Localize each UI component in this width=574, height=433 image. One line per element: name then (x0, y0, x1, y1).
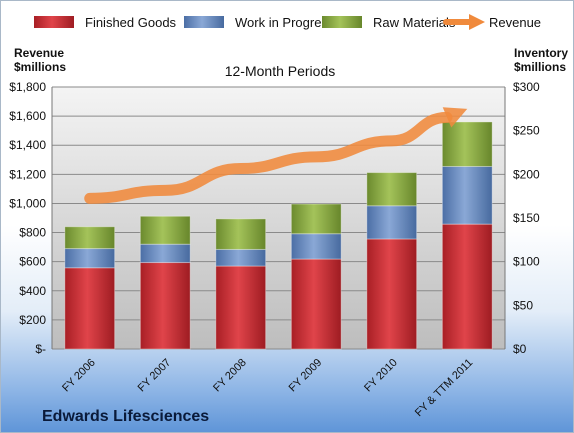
legend-item-work-in-progress: Work in Progress (184, 15, 335, 30)
left-tick-label: $400 (19, 284, 46, 298)
left-tick-label: $1,800 (9, 80, 46, 94)
bar-finished-goods (64, 267, 116, 350)
bar-stacks (64, 121, 493, 350)
x-tick-label: FY & TTM 2011 (413, 357, 476, 420)
right-tick-label: $200 (513, 167, 540, 181)
legend-item-finished-goods: Finished Goods (34, 15, 177, 30)
left-axis-title-line2: $millions (14, 60, 66, 74)
legend: Finished Goods Work in Progress Raw Mate… (34, 14, 541, 30)
bar-finished-goods (441, 223, 493, 350)
left-tick-label: $600 (19, 255, 46, 269)
legend-swatch-raw-materials (322, 16, 362, 28)
plot-area (52, 87, 505, 349)
right-tick-label: $50 (513, 298, 533, 312)
bar-raw-materials (441, 121, 493, 167)
bar-raw-materials (64, 226, 116, 250)
bar-work-in-progress (139, 243, 191, 264)
bar-work-in-progress (64, 248, 116, 269)
bar-work-in-progress (290, 233, 342, 260)
legend-label-finished-goods: Finished Goods (85, 15, 177, 30)
company-name: Edwards Lifesciences (42, 408, 209, 425)
x-tick-label: FY 2010 (362, 357, 400, 395)
bar-work-in-progress (441, 165, 493, 225)
bar-raw-materials (290, 203, 342, 235)
left-tick-label: $800 (19, 226, 46, 240)
left-tick-label: $1,200 (9, 167, 46, 181)
x-tick-label: FY 2009 (287, 357, 325, 395)
legend-item-raw-materials: Raw Materials (322, 15, 456, 30)
x-tick-label: FY 2007 (136, 357, 174, 395)
bar-stack (139, 215, 191, 350)
right-tick-label: $300 (513, 80, 540, 94)
legend-arrow-revenue (469, 14, 485, 30)
bar-work-in-progress (215, 248, 267, 267)
x-tick-label: FY 2008 (211, 357, 249, 395)
legend-label-raw-materials: Raw Materials (373, 15, 456, 30)
legend-label-revenue: Revenue (489, 15, 541, 30)
legend-item-revenue: Revenue (443, 14, 541, 30)
chart-title: 12-Month Periods (225, 63, 336, 79)
bar-finished-goods (139, 262, 191, 350)
revenue-arrowhead (442, 107, 468, 128)
right-tick-label: $0 (513, 342, 527, 356)
left-axis-ticks: $- $200 $400 $600 $800 $1,000 $1,200 $1,400 $1,6… (9, 80, 46, 356)
bar-work-in-progress (366, 205, 418, 240)
revenue-line (84, 111, 453, 204)
bar-stack (441, 121, 493, 350)
bar-stack (64, 226, 116, 350)
legend-label-work-in-progress: Work in Progress (235, 15, 335, 30)
legend-swatch-finished-goods (34, 16, 74, 28)
bar-finished-goods (290, 258, 342, 350)
right-axis-ticks: $0 $50 $100 $150 $200 $250 $300 (513, 80, 540, 356)
left-axis-title-line1: Revenue (14, 46, 64, 60)
right-tick-label: $150 (513, 211, 540, 225)
revenue-line-group (84, 107, 468, 204)
bar-stack (215, 218, 267, 350)
left-tick-label: $1,000 (9, 196, 46, 210)
bar-raw-materials (215, 218, 267, 250)
right-tick-label: $250 (513, 124, 540, 138)
bar-raw-materials (366, 172, 418, 207)
bar-finished-goods (366, 238, 418, 350)
left-tick-label: $1,600 (9, 109, 46, 123)
right-axis-title-line2: $millions (514, 60, 566, 74)
bar-stack (366, 172, 418, 350)
left-tick-label: $- (35, 342, 46, 356)
right-tick-label: $100 (513, 255, 540, 269)
right-axis-title-line1: Inventory (514, 46, 568, 60)
bar-raw-materials (139, 215, 191, 245)
bar-finished-goods (215, 265, 267, 350)
bar-stack (290, 203, 342, 350)
left-tick-label: $200 (19, 313, 46, 327)
left-tick-label: $1,400 (9, 138, 46, 152)
x-tick-label: FY 2006 (60, 357, 98, 395)
legend-swatch-work-in-progress (184, 16, 224, 28)
gridlines (51, 86, 506, 350)
